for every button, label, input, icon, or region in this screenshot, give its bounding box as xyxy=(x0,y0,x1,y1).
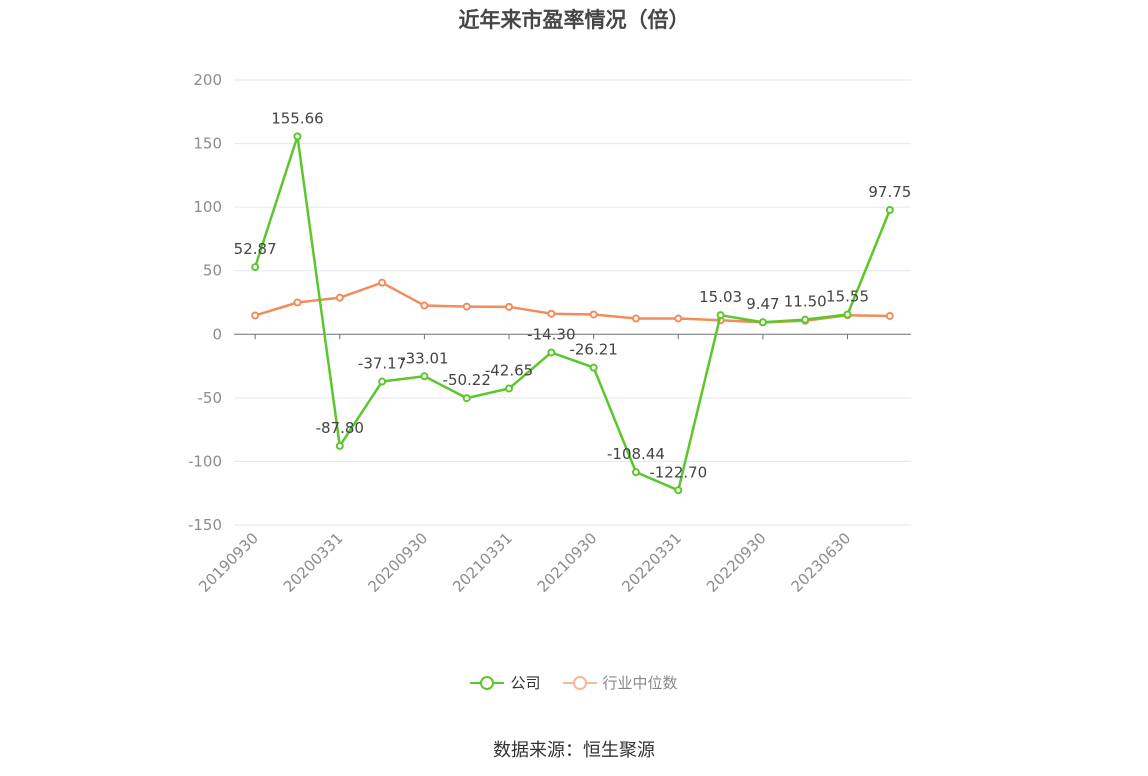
company-data-label: 97.75 xyxy=(868,183,911,201)
legend-item-industry-median[interactable]: 行业中位数 xyxy=(562,672,678,693)
industry-data-point xyxy=(251,311,260,320)
x-tick-label: 20200331 xyxy=(280,529,347,596)
data-labels: 52.87 155.66 -87.80 -37.17-33.01 -50.22-42.6… xyxy=(234,109,912,481)
company-data-label: -26.21 xyxy=(569,341,617,359)
legend-company-label: 公司 xyxy=(510,674,541,692)
legend: 公司 行业中位数 xyxy=(0,672,1148,693)
legend-item-company[interactable]: 公司 xyxy=(470,672,541,693)
company-data-point xyxy=(293,132,302,141)
chart-title: 近年来市盈率情况（倍） xyxy=(458,8,690,32)
x-tick-label: 20200930 xyxy=(365,529,432,596)
company-data-point xyxy=(251,263,260,272)
x-tick-label: 20210930 xyxy=(534,529,601,596)
industry-data-point xyxy=(378,278,387,287)
company-data-point xyxy=(885,206,894,215)
company-data-point xyxy=(631,468,640,477)
x-tick-label: 20190930 xyxy=(195,529,262,596)
source-note: 数据来源：恒生聚源 xyxy=(493,740,655,761)
company-data-label: 15.03 xyxy=(699,288,742,306)
y-tick-label: 0 xyxy=(212,325,222,343)
company-data-point xyxy=(335,441,344,450)
x-tick-label: 20220930 xyxy=(703,529,770,596)
industry-data-point xyxy=(293,298,302,307)
company-data-point xyxy=(589,363,598,372)
y-tick-label: 200 xyxy=(193,71,222,89)
industry-data-point xyxy=(420,301,429,310)
series-lines xyxy=(251,132,894,495)
x-tick-label: 20210331 xyxy=(449,529,516,596)
grid-lines xyxy=(234,79,911,526)
industry-data-point xyxy=(335,293,344,302)
company-data-label: -122.70 xyxy=(649,463,707,481)
company-data-label: 15.55 xyxy=(826,288,869,306)
y-tick-label: 50 xyxy=(203,262,222,280)
industry-data-point xyxy=(462,302,471,311)
company-data-label: 11.50 xyxy=(784,293,827,311)
y-tick-label: 100 xyxy=(193,198,222,216)
company-data-label: 9.47 xyxy=(746,295,779,313)
company-data-point xyxy=(801,315,810,324)
company-data-label: 52.87 xyxy=(234,240,277,258)
company-data-label: -108.44 xyxy=(607,445,665,463)
company-data-label: -42.65 xyxy=(485,362,533,380)
industry-data-point xyxy=(589,310,598,319)
y-tick-label: -150 xyxy=(188,516,222,534)
industry-data-point xyxy=(885,311,894,320)
company-data-label: 155.66 xyxy=(271,109,324,127)
company-data-point xyxy=(505,384,514,393)
company-data-point xyxy=(378,377,387,386)
x-tick-label: 20230630 xyxy=(788,529,855,596)
company-data-label: -50.22 xyxy=(443,371,491,389)
company-data-point xyxy=(758,318,767,327)
y-tick-label: -100 xyxy=(188,452,222,470)
company-data-point xyxy=(462,394,471,403)
company-data-point xyxy=(843,310,852,319)
company-data-label: -37.17 xyxy=(358,355,406,373)
y-tick-label: 150 xyxy=(193,135,222,153)
company-data-point xyxy=(674,486,683,495)
industry-data-point xyxy=(505,302,514,311)
company-data-label: -33.01 xyxy=(400,349,448,367)
legend-company-line-icon xyxy=(470,675,505,691)
legend-industry-line-icon xyxy=(562,675,597,691)
company-data-label: -14.30 xyxy=(527,325,575,343)
company-series-line xyxy=(253,135,892,492)
company-data-label: -87.80 xyxy=(316,419,364,437)
company-data-point xyxy=(716,311,725,320)
company-data-point xyxy=(547,348,556,357)
legend-industry-label: 行业中位数 xyxy=(602,674,678,692)
x-tick-label: 20220331 xyxy=(618,529,685,596)
industry-data-point xyxy=(547,309,556,318)
y-tick-label: -50 xyxy=(198,389,223,407)
industry-data-point xyxy=(631,314,640,323)
company-data-point xyxy=(420,372,429,381)
industry-data-point xyxy=(674,314,683,323)
